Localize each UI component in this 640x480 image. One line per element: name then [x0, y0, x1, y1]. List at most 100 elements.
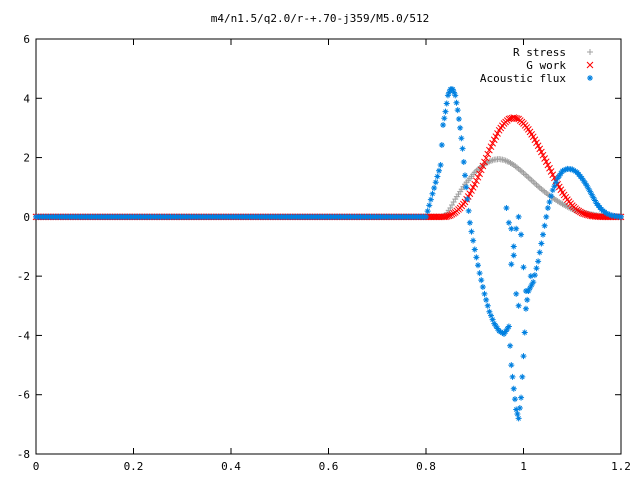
- data-point: [474, 173, 482, 181]
- data-point: [436, 167, 442, 174]
- data-point: [483, 296, 490, 303]
- data-point: [508, 261, 515, 268]
- data-point: [481, 158, 488, 166]
- data-point: [429, 213, 436, 221]
- x-tick-label: 0.4: [221, 460, 241, 473]
- data-point: [431, 185, 438, 192]
- data-point: [494, 130, 501, 137]
- x-tick-label: 0.8: [416, 460, 436, 473]
- data-point: [479, 162, 487, 170]
- data-point: [590, 194, 597, 201]
- data-point: [452, 92, 459, 99]
- legend-marker: [586, 61, 594, 69]
- data-point: [527, 273, 534, 280]
- data-point: [522, 305, 529, 312]
- data-point: [562, 166, 569, 173]
- data-point: [489, 139, 496, 147]
- data-point: [538, 148, 545, 156]
- data-point: [491, 320, 498, 327]
- y-tick-label: -8: [17, 448, 30, 461]
- data-point: [502, 328, 509, 335]
- data-point: [510, 385, 517, 392]
- data-point: [510, 252, 517, 259]
- x-tick-label: 0.6: [319, 460, 339, 473]
- data-point: [518, 394, 525, 401]
- x-tick-label: 0.2: [124, 460, 144, 473]
- data-point: [513, 115, 521, 122]
- data-point: [557, 170, 564, 177]
- data-point: [544, 161, 552, 169]
- data-point: [476, 170, 483, 178]
- data-point: [518, 231, 525, 238]
- legend-marker: [587, 75, 593, 81]
- data-point: [513, 290, 520, 297]
- data-point: [468, 228, 475, 235]
- data-point: [534, 142, 542, 150]
- data-point: [488, 312, 494, 319]
- data-point: [463, 184, 470, 191]
- x-tick-label: 1: [520, 460, 527, 473]
- data-point: [478, 277, 485, 284]
- data-point: [528, 282, 535, 289]
- data-point: [548, 193, 555, 200]
- data-point: [427, 196, 434, 203]
- y-tick-label: 4: [23, 92, 30, 105]
- data-point: [543, 213, 550, 220]
- data-point: [507, 342, 514, 349]
- data-point: [435, 213, 443, 221]
- data-point: [513, 225, 520, 232]
- data-point: [524, 296, 531, 303]
- data-point: [453, 99, 460, 106]
- data-point: [489, 316, 496, 323]
- data-point: [437, 213, 444, 221]
- data-point: [471, 180, 479, 188]
- data-point: [533, 265, 540, 272]
- data-point: [535, 258, 542, 265]
- data-point: [432, 179, 439, 186]
- legend-label: Acoustic flux: [480, 72, 566, 85]
- data-point: [430, 213, 438, 221]
- data-point: [442, 108, 449, 115]
- data-point: [541, 155, 548, 162]
- data-point: [539, 151, 547, 159]
- data-point: [434, 213, 441, 221]
- data-point: [531, 272, 538, 279]
- data-point: [492, 133, 500, 140]
- data-point: [547, 168, 555, 175]
- data-point: [443, 100, 450, 107]
- data-point: [426, 202, 433, 209]
- data-point: [554, 175, 561, 182]
- data-point: [549, 187, 556, 194]
- data-point: [446, 89, 453, 96]
- data-point: [457, 124, 464, 131]
- data-point: [464, 196, 471, 203]
- data-point: [583, 182, 590, 189]
- chart-title: m4/n1.5/q2.0/r-+.70-j359/M5.0/512: [211, 12, 430, 25]
- data-point: [466, 190, 474, 198]
- legend-marker: [587, 49, 593, 55]
- data-point: [425, 213, 433, 221]
- data-point: [592, 197, 598, 204]
- data-point: [605, 210, 611, 217]
- x-tick-label: 1.2: [611, 460, 631, 473]
- data-point: [515, 415, 522, 422]
- data-point: [515, 213, 522, 220]
- data-point: [549, 171, 557, 179]
- data-point: [521, 329, 528, 336]
- data-point: [475, 262, 481, 269]
- data-point: [451, 89, 458, 96]
- y-tick-label: -6: [17, 389, 30, 402]
- data-point: [519, 373, 526, 380]
- data-point: [525, 287, 532, 294]
- data-point: [490, 136, 498, 144]
- data-point: [487, 143, 495, 151]
- data-point: [460, 159, 467, 166]
- data-point: [444, 92, 451, 99]
- x-tick-label: 0: [33, 460, 40, 473]
- data-point: [520, 264, 527, 271]
- data-point: [466, 219, 473, 226]
- data-point: [544, 204, 551, 211]
- data-point: [462, 172, 468, 179]
